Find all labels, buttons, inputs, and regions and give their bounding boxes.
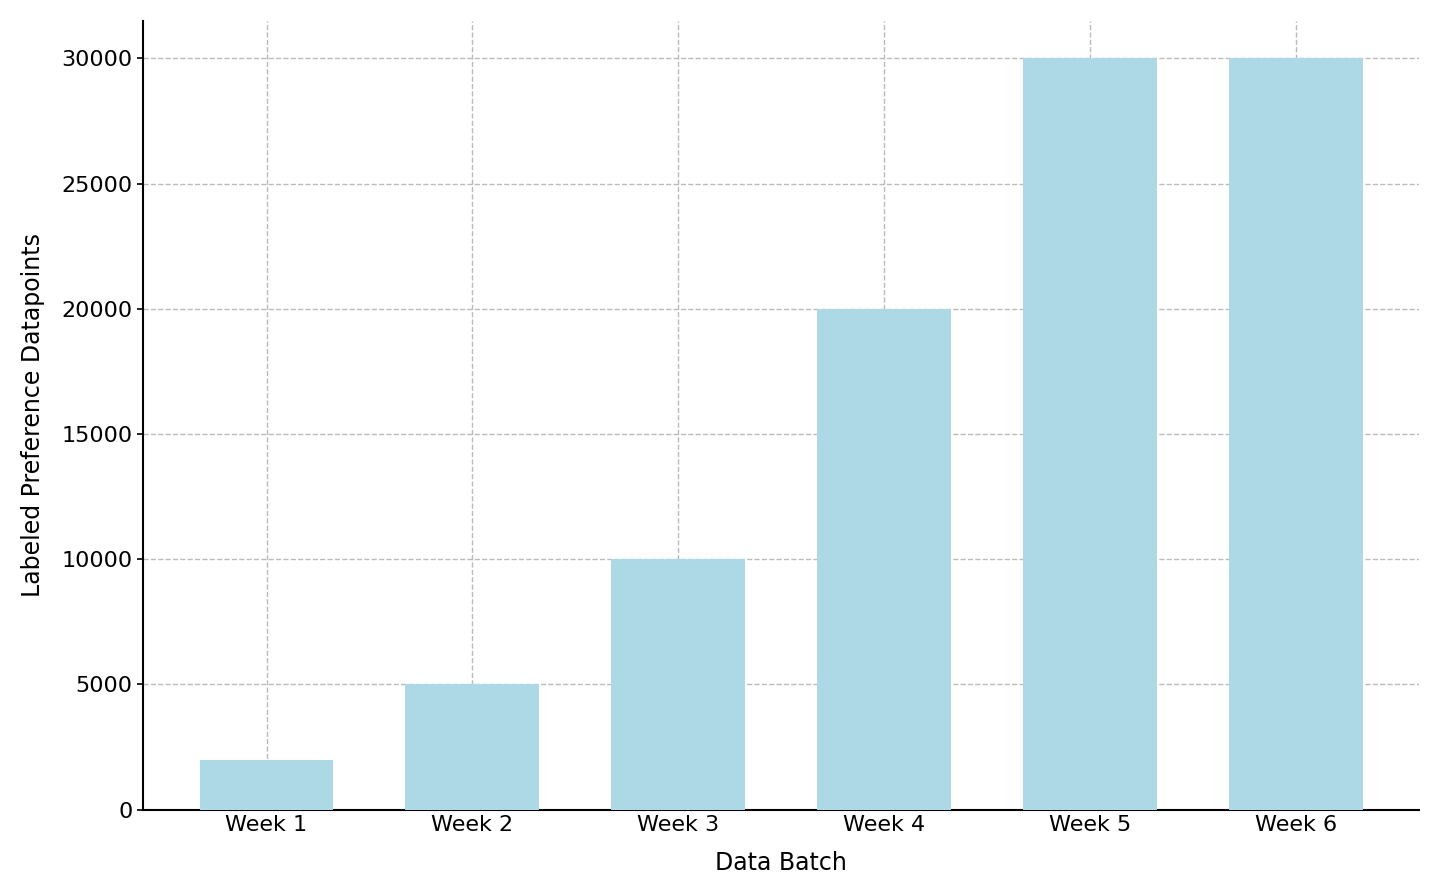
Bar bbox=[612, 559, 744, 810]
Bar bbox=[1022, 58, 1156, 810]
X-axis label: Data Batch: Data Batch bbox=[716, 851, 847, 875]
Bar bbox=[1228, 58, 1362, 810]
Bar bbox=[200, 760, 334, 810]
Y-axis label: Labeled Preference Datapoints: Labeled Preference Datapoints bbox=[20, 233, 45, 598]
Bar bbox=[406, 685, 539, 810]
Bar bbox=[816, 309, 950, 810]
